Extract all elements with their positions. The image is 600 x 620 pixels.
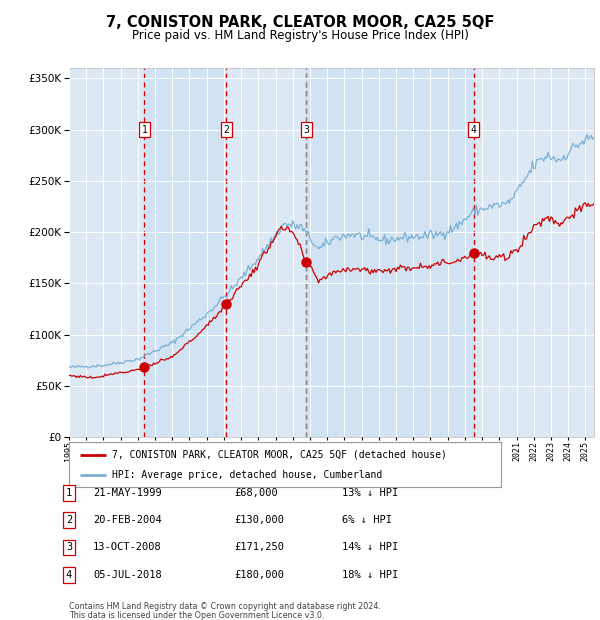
Text: £130,000: £130,000 xyxy=(234,515,284,525)
Text: £180,000: £180,000 xyxy=(234,570,284,580)
Text: HPI: Average price, detached house, Cumberland: HPI: Average price, detached house, Cumb… xyxy=(112,470,382,480)
Bar xyxy=(306,68,473,437)
Text: 13-OCT-2008: 13-OCT-2008 xyxy=(93,542,162,552)
Text: 18% ↓ HPI: 18% ↓ HPI xyxy=(342,570,398,580)
Text: 4: 4 xyxy=(66,570,72,580)
Text: This data is licensed under the Open Government Licence v3.0.: This data is licensed under the Open Gov… xyxy=(69,611,325,619)
Text: 2: 2 xyxy=(66,515,72,525)
Text: Contains HM Land Registry data © Crown copyright and database right 2024.: Contains HM Land Registry data © Crown c… xyxy=(69,602,381,611)
Text: 7, CONISTON PARK, CLEATOR MOOR, CA25 5QF: 7, CONISTON PARK, CLEATOR MOOR, CA25 5QF xyxy=(106,16,494,30)
Text: 20-FEB-2004: 20-FEB-2004 xyxy=(93,515,162,525)
Text: 14% ↓ HPI: 14% ↓ HPI xyxy=(342,542,398,552)
Bar xyxy=(145,68,226,437)
Text: Price paid vs. HM Land Registry's House Price Index (HPI): Price paid vs. HM Land Registry's House … xyxy=(131,29,469,42)
Text: 21-MAY-1999: 21-MAY-1999 xyxy=(93,488,162,498)
Text: 6% ↓ HPI: 6% ↓ HPI xyxy=(342,515,392,525)
Text: 7, CONISTON PARK, CLEATOR MOOR, CA25 5QF (detached house): 7, CONISTON PARK, CLEATOR MOOR, CA25 5QF… xyxy=(112,450,447,459)
Text: 3: 3 xyxy=(303,125,309,135)
Text: 05-JUL-2018: 05-JUL-2018 xyxy=(93,570,162,580)
Text: £171,250: £171,250 xyxy=(234,542,284,552)
Text: 3: 3 xyxy=(66,542,72,552)
Text: 1: 1 xyxy=(142,125,148,135)
Text: 1: 1 xyxy=(66,488,72,498)
Text: £68,000: £68,000 xyxy=(234,488,278,498)
Text: 4: 4 xyxy=(471,125,476,135)
Text: 2: 2 xyxy=(223,125,229,135)
Text: 13% ↓ HPI: 13% ↓ HPI xyxy=(342,488,398,498)
